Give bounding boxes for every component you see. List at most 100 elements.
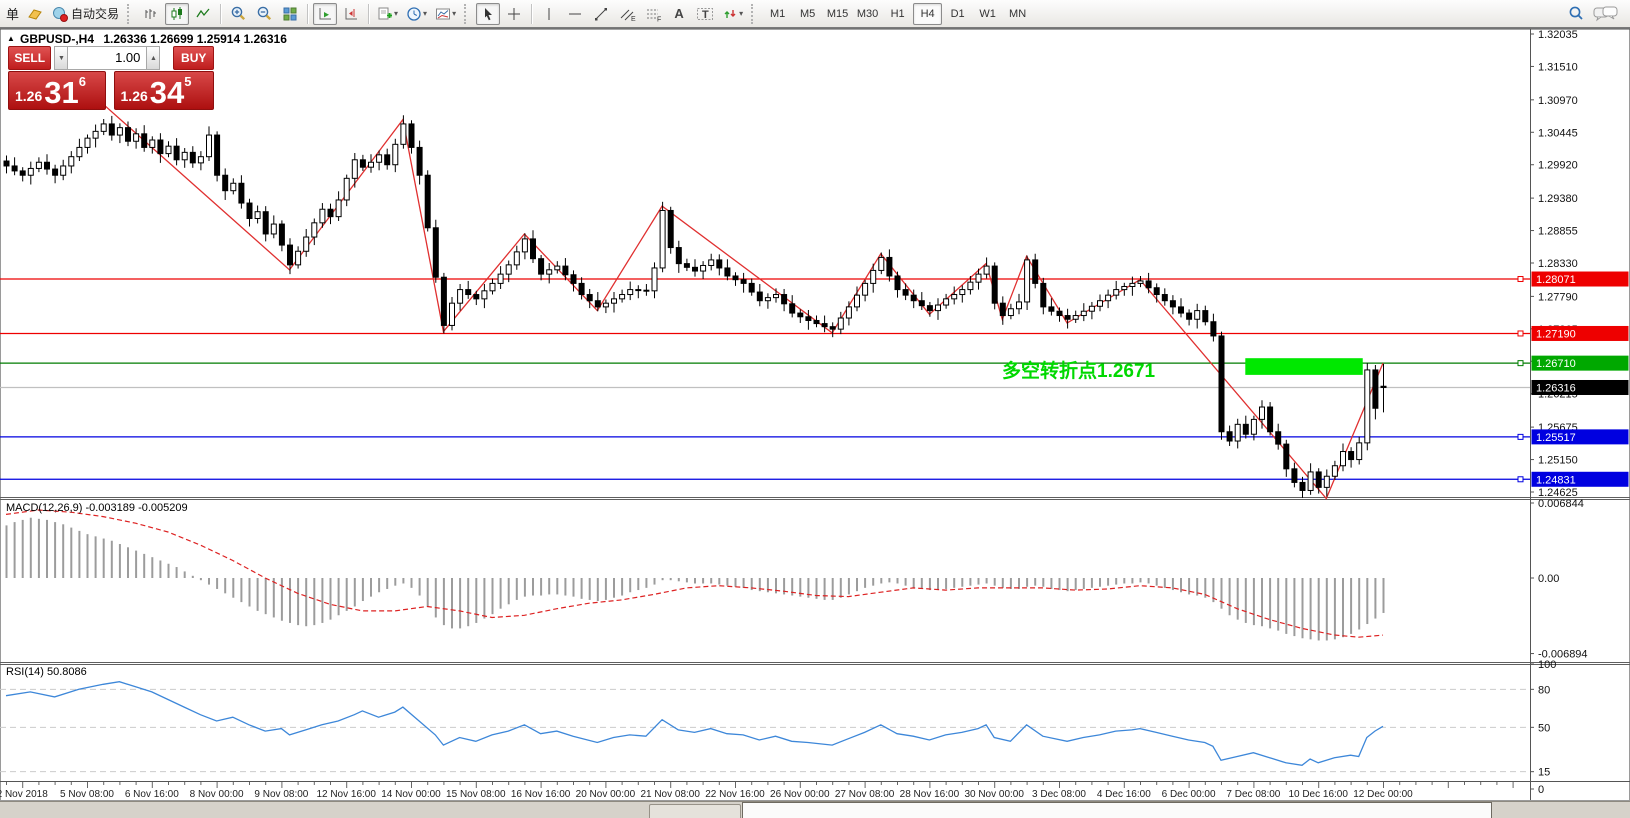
bar-chart-icon[interactable] <box>139 3 163 25</box>
chevron-down-icon: ▾ <box>739 9 744 18</box>
svg-text:F: F <box>657 16 661 22</box>
symbol-label: GBPUSD-,H4 <box>20 32 95 46</box>
template-icon <box>436 8 451 19</box>
crosshair-icon[interactable] <box>502 3 526 25</box>
line-chart-icon[interactable] <box>191 3 215 25</box>
chevron-down-icon: ▾ <box>452 9 457 18</box>
svg-text:8 Nov 00:00: 8 Nov 00:00 <box>190 789 244 800</box>
volume-decrease-button[interactable]: ▼ <box>54 46 69 70</box>
svg-text:20 Nov 00:00: 20 Nov 00:00 <box>576 789 636 800</box>
chart-shift-icon[interactable] <box>339 3 363 25</box>
buy-button[interactable]: BUY <box>173 46 214 70</box>
svg-text:1.31510: 1.31510 <box>1538 61 1578 73</box>
toolbar-grip <box>464 3 469 24</box>
svg-text:1.29920: 1.29920 <box>1538 160 1578 172</box>
arrows-button[interactable]: ▾ <box>719 3 746 25</box>
ohlc-values: 1.26336 1.26699 1.25914 1.26316 <box>103 32 287 46</box>
timeframe-mn[interactable]: MN <box>1009 7 1027 20</box>
svg-text:-0.006894: -0.006894 <box>1538 649 1588 661</box>
timeframe-h4[interactable]: H4 <box>913 2 943 25</box>
svg-text:1.30970: 1.30970 <box>1538 95 1578 107</box>
arrows-icon <box>724 9 736 18</box>
equidistant-channel-icon[interactable]: E <box>615 3 639 25</box>
svg-text:1.25150: 1.25150 <box>1538 455 1578 467</box>
templates-button[interactable]: ▾ <box>432 3 459 25</box>
svg-text:5 Nov 08:00: 5 Nov 08:00 <box>60 789 114 800</box>
toolbar-grip <box>127 3 132 24</box>
search-icon[interactable] <box>1564 3 1588 25</box>
svg-text:12 Nov 16:00: 12 Nov 16:00 <box>316 789 376 800</box>
autotrading-label: 自动交易 <box>71 7 120 21</box>
text-label-icon[interactable]: T <box>693 3 717 25</box>
svg-text:27 Nov 08:00: 27 Nov 08:00 <box>835 789 895 800</box>
volume-input[interactable]: 1.00 <box>68 46 147 70</box>
buy-price-sup: 5 <box>184 74 192 89</box>
timeframe-m5[interactable]: M5 <box>799 7 816 20</box>
timeframe-toolbar: M1 M5 M15 M30 H1 H4 D1 W1 MN <box>763 2 1032 25</box>
trendline-icon[interactable] <box>589 3 613 25</box>
sell-button[interactable]: SELL <box>8 46 52 70</box>
svg-text:1.27190: 1.27190 <box>1536 328 1576 340</box>
zoom-in-icon[interactable] <box>226 3 250 25</box>
collapse-panel-arrow[interactable]: ▲ <box>7 34 15 43</box>
send-icon[interactable] <box>23 3 47 25</box>
toolbar-separator <box>368 3 370 24</box>
svg-text:1.28071: 1.28071 <box>1536 274 1576 286</box>
toolbar-grip <box>751 3 756 24</box>
candlestick-chart-icon[interactable] <box>165 2 190 25</box>
chart-tab-active[interactable] <box>742 802 1492 818</box>
indicators-icon <box>378 7 393 19</box>
svg-text:21 Nov 08:00: 21 Nov 08:00 <box>640 789 700 800</box>
timeframe-d1[interactable]: D1 <box>950 7 965 20</box>
auto-scroll-icon[interactable] <box>313 2 338 25</box>
svg-text:1.25517: 1.25517 <box>1536 432 1576 444</box>
svg-text:E: E <box>631 16 636 22</box>
new-order-button[interactable]: 单 <box>6 7 20 22</box>
svg-text:6 Nov 16:00: 6 Nov 16:00 <box>125 789 179 800</box>
svg-text:0.006844: 0.006844 <box>1538 498 1584 510</box>
buy-price-big: 34 <box>149 75 185 110</box>
timeframe-h1[interactable]: H1 <box>890 7 905 20</box>
timeframe-m15[interactable]: M15 <box>826 7 849 20</box>
periods-button[interactable]: ▾ <box>403 3 430 25</box>
volume-increase-button[interactable]: ▲ <box>146 46 161 70</box>
cursor-icon[interactable] <box>476 2 501 25</box>
svg-text:16 Nov 16:00: 16 Nov 16:00 <box>511 789 571 800</box>
chat-icon[interactable] <box>1590 3 1622 25</box>
svg-text:1.29380: 1.29380 <box>1538 193 1578 205</box>
timeframe-m1[interactable]: M1 <box>769 7 786 20</box>
svg-text:14 Nov 00:00: 14 Nov 00:00 <box>381 789 441 800</box>
fibonacci-icon[interactable]: F <box>641 3 665 25</box>
timeframe-w1[interactable]: W1 <box>979 7 996 20</box>
vertical-line-icon[interactable] <box>537 3 561 25</box>
svg-text:1.27790: 1.27790 <box>1538 291 1578 303</box>
text-icon[interactable]: A <box>667 3 691 25</box>
autotrading-button[interactable]: 自动交易 <box>49 3 122 25</box>
timeframe-m30[interactable]: M30 <box>856 7 879 20</box>
svg-text:80: 80 <box>1538 684 1550 696</box>
macd-label: MACD(12,26,9) -0.003189 -0.005209 <box>6 502 188 514</box>
svg-text:1.28855: 1.28855 <box>1538 226 1578 238</box>
chart-tab[interactable] <box>649 804 741 818</box>
toolbar-separator <box>531 3 533 24</box>
buy-price-box[interactable]: 1.26 34 5 <box>113 71 214 110</box>
horizontal-line-icon[interactable] <box>563 3 587 25</box>
tile-windows-icon[interactable] <box>278 3 302 25</box>
svg-text:50: 50 <box>1538 722 1550 734</box>
svg-text:10 Dec 16:00: 10 Dec 16:00 <box>1288 789 1348 800</box>
indicators-button[interactable]: ▾ <box>374 3 401 25</box>
sell-price-box[interactable]: 1.26 31 6 <box>8 71 106 110</box>
pivot-annotation: 多空转折点1.2671 <box>1002 361 1156 382</box>
zoom-out-icon[interactable] <box>252 3 276 25</box>
toolbar-separator <box>220 3 222 24</box>
svg-text:0.00: 0.00 <box>1538 573 1559 585</box>
chart-tabs-bar[interactable] <box>0 801 1630 818</box>
svg-text:12 Dec 00:00: 12 Dec 00:00 <box>1353 789 1413 800</box>
svg-text:1.24831: 1.24831 <box>1536 474 1576 486</box>
sell-price-prefix: 1.26 <box>15 88 43 104</box>
svg-text:4 Dec 16:00: 4 Dec 16:00 <box>1097 789 1151 800</box>
svg-text:0: 0 <box>1538 784 1544 796</box>
svg-text:1.24625: 1.24625 <box>1538 487 1578 499</box>
